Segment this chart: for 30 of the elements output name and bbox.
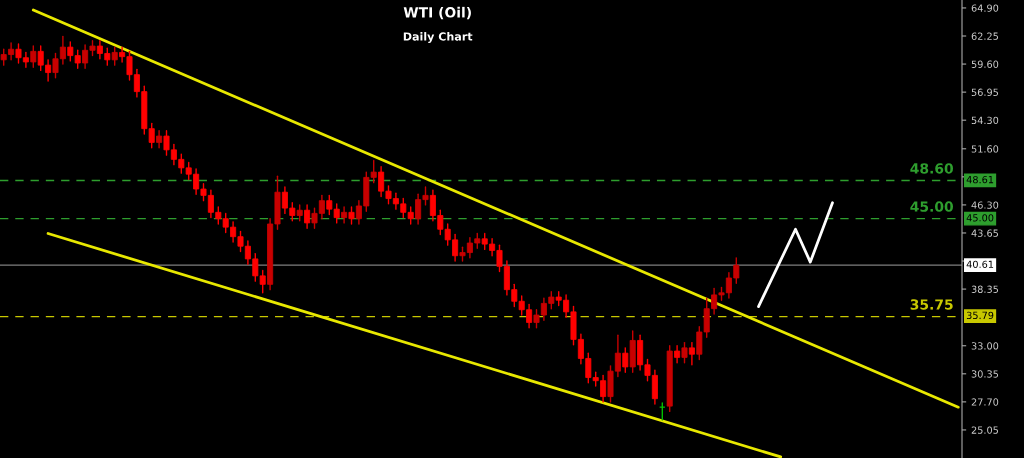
candlestick — [30, 45, 37, 68]
ref-line-label: 45.00 — [910, 201, 953, 212]
y-tick-label: 54.30 — [971, 116, 999, 125]
ref-line-label: 35.75 — [910, 299, 953, 310]
text: Daily Chart — [403, 32, 473, 43]
y-tick-label: 51.60 — [971, 145, 999, 153]
annotation: 35.79 — [966, 311, 994, 320]
y-tick-label: 43.65 — [971, 229, 999, 237]
y-tick-label: 27.70 — [971, 398, 999, 406]
chart-title: WTI (Oil) — [403, 6, 471, 20]
ref-line-label: 40.61 — [966, 260, 994, 268]
candlestick — [681, 341, 688, 364]
candlestick — [341, 206, 348, 224]
ref-line-label: 48.60 — [910, 163, 953, 174]
y-tick-label: 62.25 — [971, 32, 999, 40]
y-tick-label: 25.05 — [971, 426, 999, 434]
line-series — [757, 201, 834, 308]
y-tick-label: 38.35 — [971, 285, 999, 293]
y-tick-label: 56.95 — [971, 88, 999, 96]
y-tick-label: 64.90 — [971, 4, 999, 12]
y-tick-label: 33.00 — [971, 342, 999, 350]
candlestick — [622, 347, 629, 373]
y-tick-label: 46.30 — [971, 201, 999, 209]
annotation: 48.61 — [966, 175, 994, 184]
candlestick — [111, 46, 118, 66]
candlestick — [304, 204, 311, 229]
candlestick — [688, 341, 695, 366]
y-tick-label: 59.60 — [971, 60, 999, 68]
annotation: 45.00 — [966, 214, 994, 222]
y-tick-label: 30.35 — [971, 370, 999, 378]
